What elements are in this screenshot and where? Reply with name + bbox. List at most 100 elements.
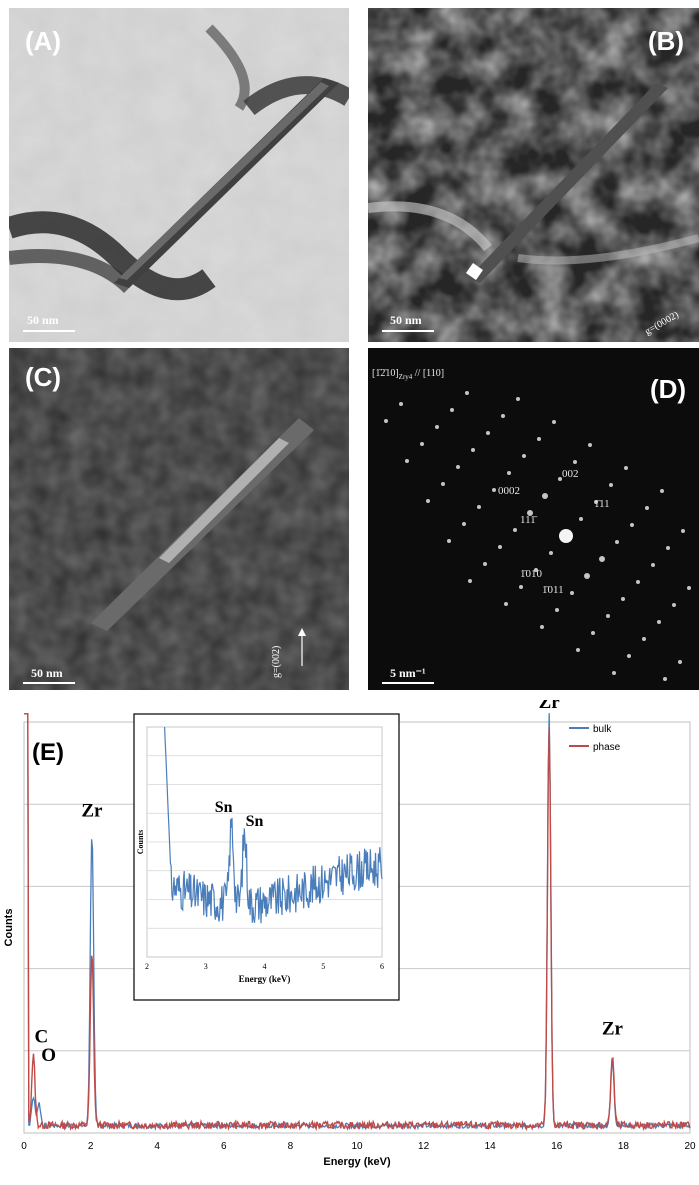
inset-peak-label: Sn <box>215 799 233 816</box>
peak-label: Zr <box>602 1018 624 1039</box>
legend-label: bulk <box>593 724 612 735</box>
x-tick-label: 20 <box>684 1141 696 1152</box>
x-tick-label: 16 <box>551 1141 563 1152</box>
panel-e-label: (E) <box>32 739 64 766</box>
diffraction-spot <box>660 489 664 493</box>
inset-x-tick-label: 4 <box>263 962 267 971</box>
diffraction-spot <box>435 425 439 429</box>
diffraction-spot <box>450 408 454 412</box>
peak-label: Zr <box>539 700 561 713</box>
diffraction-spot <box>624 466 628 470</box>
diffraction-spot <box>462 522 466 526</box>
panel-c-g-vector: g=(002) <box>271 645 282 678</box>
panel-d-label: (D) <box>650 374 687 404</box>
diffraction-spot <box>527 510 533 516</box>
panel-a-bright-field-image: (A) 50 nm <box>9 8 349 342</box>
diffraction-spot <box>645 506 649 510</box>
x-tick-label: 10 <box>351 1141 363 1152</box>
diffraction-spot <box>606 614 610 618</box>
diffraction-spot <box>516 397 520 401</box>
spot-label-1010: 1̄010 <box>520 568 542 580</box>
diffraction-spot <box>612 671 616 675</box>
panel-d-scale-label: 5 nm⁻¹ <box>390 666 426 680</box>
peak-label: O <box>41 1045 56 1066</box>
diffraction-spot <box>534 568 538 572</box>
diffraction-spot <box>642 637 646 641</box>
diffraction-spot <box>549 551 553 555</box>
diffraction-spot <box>558 477 562 481</box>
diffraction-spot <box>486 431 490 435</box>
x-tick-label: 4 <box>154 1141 160 1152</box>
diffraction-spot <box>513 528 517 532</box>
diffraction-spot <box>399 402 403 406</box>
zone-axis-sub: Zry4 <box>398 373 413 381</box>
panel-a-scale-label: 50 nm <box>27 313 59 327</box>
diffraction-spot <box>522 454 526 458</box>
diffraction-spot <box>426 499 430 503</box>
diffraction-spot <box>492 488 496 492</box>
inset-x-tick-label: 3 <box>204 962 208 971</box>
panel-c-scale-bar <box>23 682 75 684</box>
diffraction-spot <box>384 419 388 423</box>
diffraction-spot <box>498 545 502 549</box>
spot-label-0002: 0002 <box>498 485 520 497</box>
inset-peak-label: Sn <box>246 813 264 830</box>
diffraction-spot <box>540 625 544 629</box>
diffraction-spot <box>471 448 475 452</box>
spot-label-111-right: 1̄11 <box>594 498 610 510</box>
inset-y-axis-label: Counts <box>136 830 145 854</box>
diffraction-spot <box>519 585 523 589</box>
panel-c-label: (C) <box>25 362 62 392</box>
diffraction-spot <box>507 471 511 475</box>
diffraction-spot <box>672 603 676 607</box>
diffraction-spot <box>477 505 481 509</box>
x-tick-label: 12 <box>418 1141 430 1152</box>
x-tick-label: 8 <box>288 1141 294 1152</box>
diffraction-spot <box>609 483 613 487</box>
diffraction-spot <box>456 465 460 469</box>
diffraction-spot <box>584 573 590 579</box>
diffraction-spot <box>573 460 577 464</box>
diffraction-spot <box>447 539 451 543</box>
diffraction-spot <box>405 459 409 463</box>
spot-label-1011: 1̄011 <box>542 584 564 596</box>
diffraction-spot <box>621 597 625 601</box>
panel-b-scale-label: 50 nm <box>390 313 422 327</box>
diffraction-spot <box>657 620 661 624</box>
panel-c-scale-label: 50 nm <box>31 666 63 680</box>
x-tick-label: 2 <box>88 1141 94 1152</box>
panel-e-eds-spectrum: 0 2 4 6 8 10 12 14 16 18 20 Energy (keV) Counts bulk p… <box>3 700 696 1168</box>
panel-c-dark-field-image: (C) 50 nm g=(002) <box>9 348 349 690</box>
inset-x-tick-label: 6 <box>380 962 384 971</box>
diffraction-spot <box>663 677 667 681</box>
diffraction-spot <box>555 608 559 612</box>
diffraction-spot <box>504 602 508 606</box>
panel-a-scale-bar <box>23 330 75 332</box>
y-axis-label: Counts <box>3 909 15 947</box>
diffraction-spot <box>501 414 505 418</box>
diffraction-spot <box>681 529 685 533</box>
spot-label-111-left: 111̄ <box>520 514 536 526</box>
zone-axis-label: [1̄2̄10]Zry4 // [110] <box>372 368 444 381</box>
panel-d-diffraction-pattern: [1̄2̄10]Zry4 // [110] (D) 002 1̄11 0002 … <box>368 348 699 690</box>
diffraction-spot <box>441 482 445 486</box>
diffraction-spot <box>483 562 487 566</box>
panel-a-label: (A) <box>25 26 62 56</box>
diffraction-spot <box>542 493 548 499</box>
inset-x-axis-label: Energy (keV) <box>239 974 291 984</box>
panel-b-label: (B) <box>648 26 685 56</box>
diffraction-spot <box>594 500 598 504</box>
panel-d-scale-bar <box>382 682 434 684</box>
diffraction-spots <box>384 391 691 681</box>
series-phase-line <box>24 713 691 1132</box>
panel-c-g-arrow-icon <box>298 628 306 666</box>
inset-x-tick-label: 2 <box>145 962 149 971</box>
panel-b-scale-bar <box>382 330 434 332</box>
x-tick-label: 14 <box>485 1141 497 1152</box>
peak-label: C <box>34 1027 48 1048</box>
diffraction-spot <box>678 660 682 664</box>
x-tick-label: 6 <box>221 1141 227 1152</box>
diffraction-spot <box>687 586 691 590</box>
diffraction-spot <box>627 654 631 658</box>
zone-axis-2: // [110] <box>414 368 445 379</box>
